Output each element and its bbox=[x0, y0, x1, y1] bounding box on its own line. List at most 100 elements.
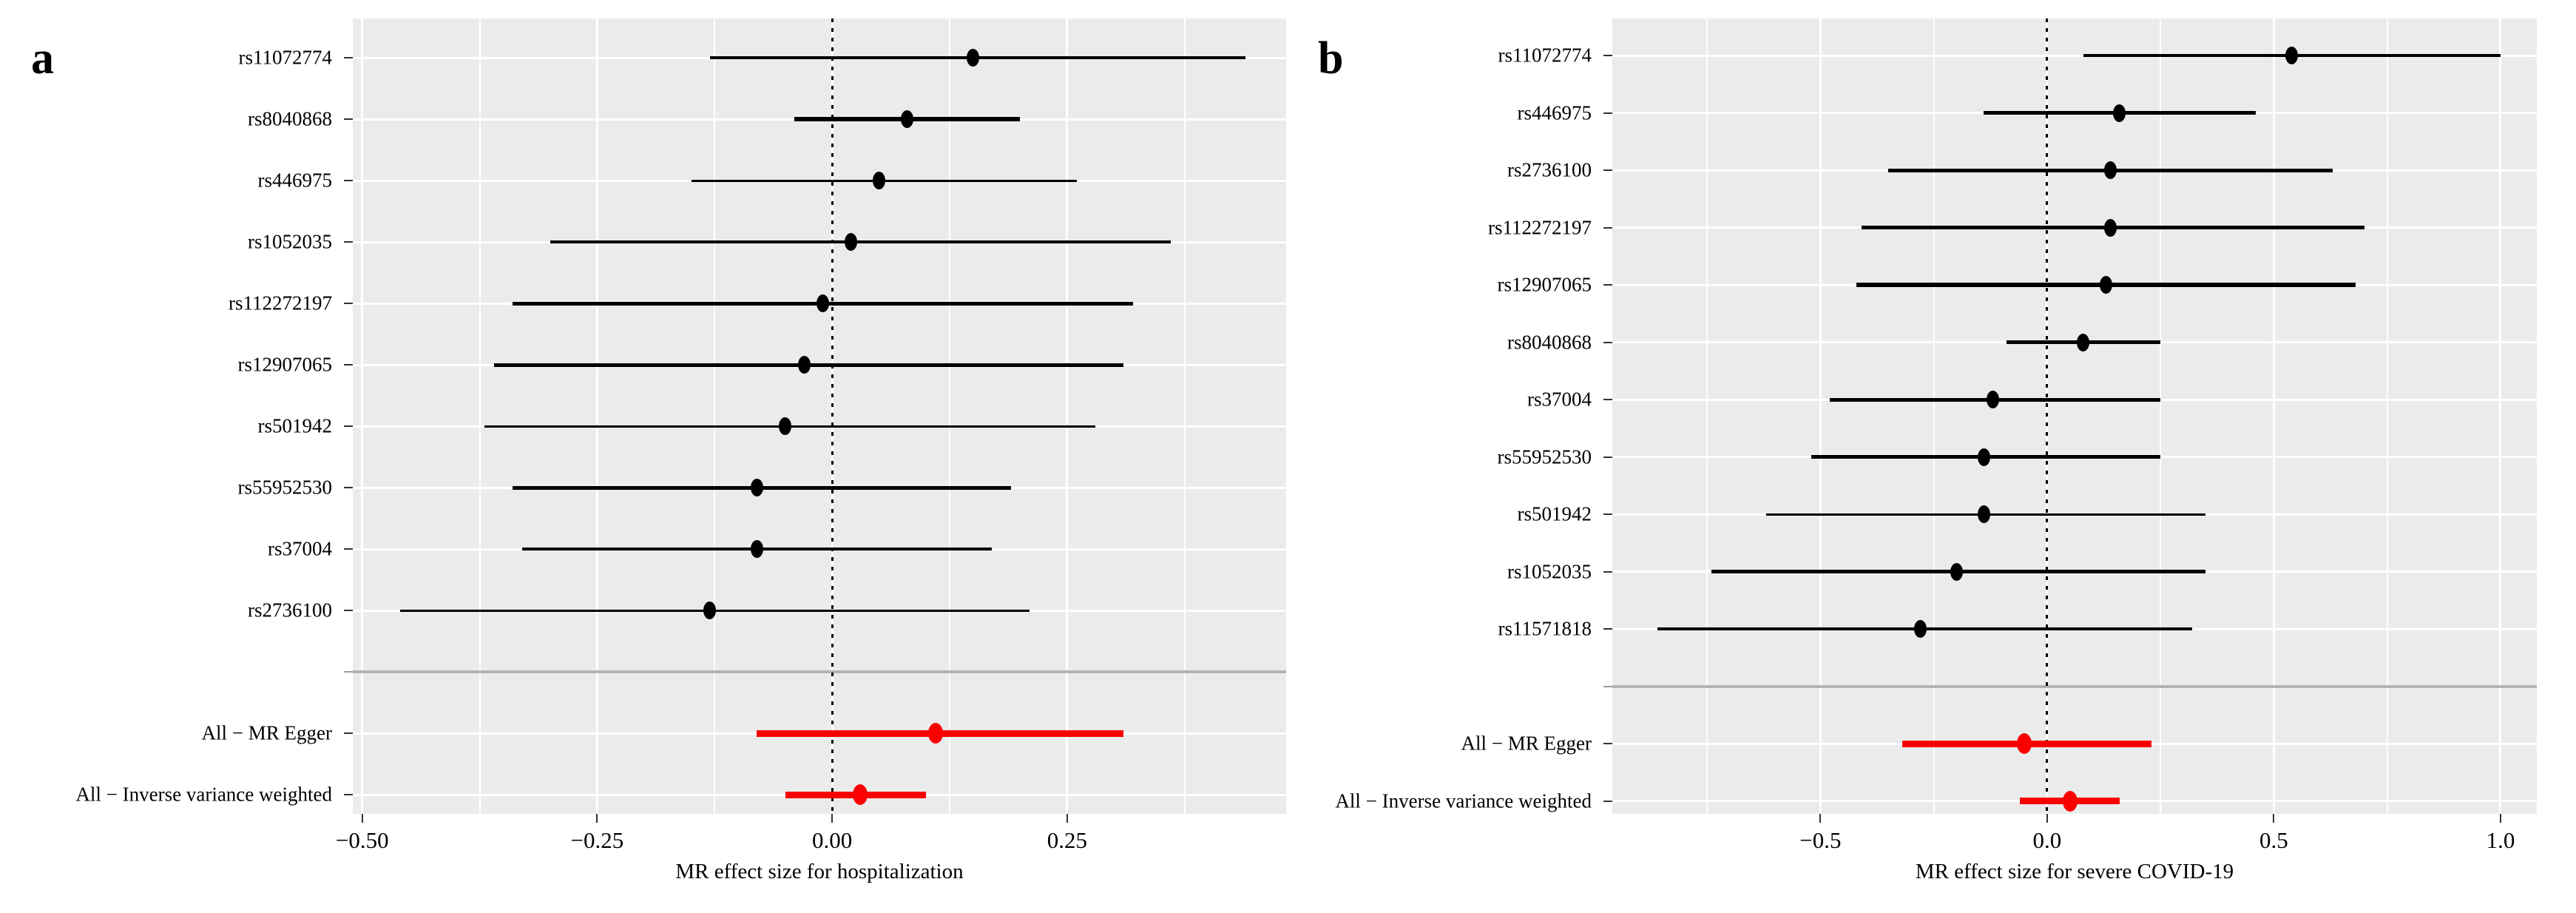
x-axis-tick bbox=[1066, 814, 1068, 823]
x-tick-label: 0.0 bbox=[2032, 827, 2062, 853]
minor-gridline bbox=[479, 18, 481, 814]
x-axis-tick bbox=[2046, 814, 2048, 823]
x-tick-label: 0.25 bbox=[1047, 827, 1087, 853]
row-label: All − Inverse variance weighted bbox=[1335, 789, 1592, 812]
y-axis-tick bbox=[1603, 341, 1612, 343]
panel-letter-b: b bbox=[1318, 33, 1344, 84]
y-axis-tick bbox=[1603, 55, 1612, 56]
y-axis-tick bbox=[344, 241, 353, 243]
x-axis-tick bbox=[1819, 814, 1822, 823]
snp-estimate-point bbox=[2100, 276, 2113, 294]
y-axis-tick bbox=[344, 180, 353, 181]
row-label: rs55952530 bbox=[237, 476, 333, 499]
y-axis-tick bbox=[344, 487, 353, 488]
major-gridline bbox=[361, 18, 364, 814]
x-axis-title-hospitalization: MR effect size for hospitalization bbox=[675, 860, 964, 883]
summary-estimate-point bbox=[927, 723, 943, 744]
row-label: All − MR Egger bbox=[1461, 732, 1592, 755]
y-axis-tick bbox=[344, 671, 353, 673]
minor-gridline bbox=[714, 18, 716, 814]
row-label: rs1052035 bbox=[1507, 560, 1592, 582]
row-label: rs2736100 bbox=[1507, 158, 1592, 181]
x-axis-title-severe-covid: MR effect size for severe COVID-19 bbox=[1915, 860, 2234, 883]
y-axis-tick bbox=[1603, 399, 1612, 400]
major-gridline bbox=[1066, 18, 1069, 814]
row-label: rs8040868 bbox=[1507, 331, 1592, 353]
major-gridline bbox=[2272, 18, 2275, 814]
row-label: rs1052035 bbox=[248, 230, 332, 253]
x-axis-tick bbox=[361, 814, 363, 823]
row-label: All − MR Egger bbox=[201, 721, 332, 744]
y-axis-tick bbox=[1603, 743, 1612, 744]
snp-estimate-point bbox=[750, 479, 763, 496]
y-axis-tick bbox=[344, 610, 353, 611]
confidence-interval-line bbox=[550, 240, 1171, 243]
row-label: rs446975 bbox=[257, 169, 333, 192]
minor-gridline bbox=[2386, 18, 2388, 814]
row-label: rs112272197 bbox=[1488, 216, 1592, 238]
row-label: rs112272197 bbox=[229, 292, 332, 314]
x-axis-tick bbox=[831, 814, 834, 823]
snp-estimate-point bbox=[2104, 218, 2117, 237]
x-axis-tick bbox=[2499, 814, 2501, 823]
snp-estimate-point bbox=[901, 110, 914, 128]
snp-estimate-point bbox=[2077, 333, 2090, 351]
row-label: rs8040868 bbox=[248, 107, 332, 130]
snp-estimate-point bbox=[703, 602, 717, 619]
minor-gridline bbox=[949, 18, 951, 814]
zero-reference-line bbox=[831, 18, 834, 814]
row-label: rs11072774 bbox=[1498, 44, 1592, 67]
snp-estimate-point bbox=[797, 356, 811, 374]
y-axis-tick bbox=[344, 57, 353, 58]
separator-line bbox=[1612, 684, 2537, 688]
summary-estimate-point bbox=[2017, 733, 2032, 754]
y-axis-tick bbox=[1603, 800, 1612, 802]
panel-letter-a: a bbox=[31, 33, 54, 84]
snp-estimate-point bbox=[816, 294, 829, 312]
zero-reference-line bbox=[2046, 18, 2049, 814]
x-tick-label: −0.50 bbox=[335, 827, 389, 853]
snp-estimate-point bbox=[750, 540, 763, 558]
snp-estimate-point bbox=[873, 172, 886, 189]
major-gridline bbox=[595, 18, 598, 814]
row-label: rs12907065 bbox=[1497, 273, 1592, 296]
x-tick-label: 0.00 bbox=[812, 827, 853, 853]
x-tick-label: 1.0 bbox=[2486, 827, 2515, 853]
row-label: rs11072774 bbox=[238, 46, 333, 69]
y-axis-tick bbox=[344, 548, 353, 550]
minor-gridline bbox=[1933, 18, 1935, 814]
y-axis-tick bbox=[344, 364, 353, 365]
y-axis-tick bbox=[344, 425, 353, 427]
y-axis-tick bbox=[344, 732, 353, 734]
row-label: rs37004 bbox=[268, 537, 332, 560]
separator-line bbox=[353, 670, 1286, 673]
x-axis-tick bbox=[2273, 814, 2275, 823]
y-axis-tick bbox=[1603, 685, 1612, 687]
summary-estimate-point bbox=[2062, 790, 2078, 812]
snp-estimate-point bbox=[2113, 104, 2126, 122]
snp-estimate-point bbox=[1950, 562, 1963, 581]
row-label: rs55952530 bbox=[1497, 445, 1592, 468]
plot-panel bbox=[1612, 18, 2537, 814]
x-tick-label: 0.5 bbox=[2259, 827, 2288, 853]
snp-estimate-point bbox=[845, 233, 858, 251]
minor-gridline bbox=[1706, 18, 1708, 814]
minor-gridline bbox=[1183, 18, 1186, 814]
y-axis-tick bbox=[1603, 226, 1612, 229]
row-label: rs2736100 bbox=[248, 599, 332, 621]
y-axis-tick bbox=[1603, 456, 1612, 458]
major-gridline bbox=[1819, 18, 1822, 814]
x-axis-tick bbox=[596, 814, 598, 823]
major-gridline bbox=[2499, 18, 2502, 814]
row-label: All − Inverse variance weighted bbox=[75, 783, 332, 806]
row-label: rs446975 bbox=[1517, 101, 1592, 124]
snp-estimate-point bbox=[967, 49, 980, 67]
row-label: rs501942 bbox=[1517, 502, 1592, 525]
row-label: rs11571818 bbox=[1498, 617, 1592, 640]
minor-gridline bbox=[2160, 18, 2162, 814]
x-tick-label: −0.25 bbox=[570, 827, 624, 853]
x-tick-label: −0.5 bbox=[1799, 827, 1842, 853]
snp-estimate-point bbox=[1913, 620, 1927, 638]
y-axis-tick bbox=[1603, 169, 1612, 171]
